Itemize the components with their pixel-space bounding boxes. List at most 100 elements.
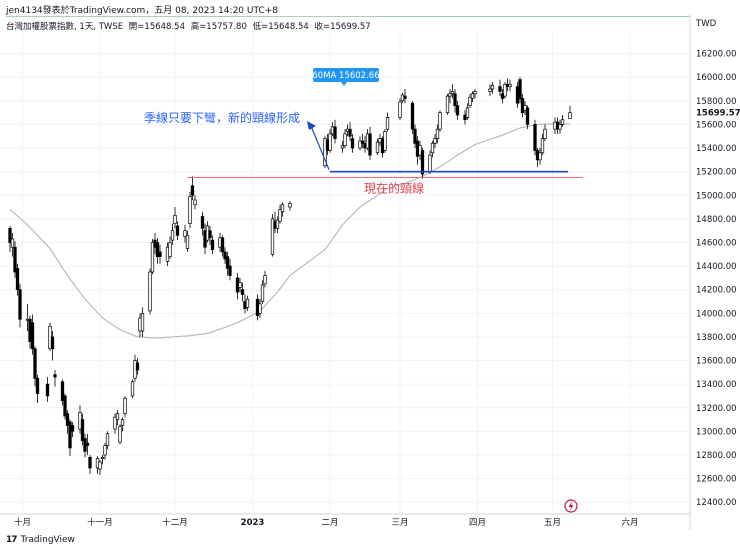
- candle-body: [175, 225, 180, 236]
- ma-badge-label: 60MA 15602.66: [312, 71, 379, 81]
- candle-body: [263, 275, 267, 285]
- footer: 𝟭𝟳 TradingView: [6, 535, 75, 545]
- new-neckline-label: 季線只要下彎，新的頸線形成: [144, 110, 300, 125]
- y-tick-label: 15600.00: [696, 120, 737, 130]
- candle-body: [533, 124, 537, 151]
- candle-body: [428, 154, 432, 173]
- candle-body: [448, 93, 452, 97]
- y-tick-label: 13000.00: [696, 427, 737, 437]
- x-tick-label: 六月: [621, 517, 638, 528]
- candle-body: [33, 348, 37, 379]
- candle-body: [10, 238, 15, 248]
- candle-body: [185, 235, 190, 249]
- candle-body: [450, 91, 455, 95]
- candle-body: [358, 140, 362, 149]
- x-tick-label: 三月: [391, 518, 408, 528]
- candle-body: [70, 425, 75, 432]
- candle-body: [503, 83, 507, 97]
- publish-info: jen4134發表於TradingView.com，五月 08, 2023 14…: [6, 6, 278, 16]
- candle-body: [368, 133, 372, 156]
- y-tick-label: 14200.00: [696, 286, 737, 296]
- candle-body: [398, 101, 402, 118]
- candle-body: [375, 141, 380, 154]
- candle-body: [238, 282, 242, 288]
- candle-body: [518, 79, 522, 99]
- candle-body: [13, 246, 17, 273]
- candle-body: [413, 128, 417, 144]
- candle-body: [100, 456, 105, 459]
- x-tick-label: 二月: [321, 518, 338, 528]
- candle-body: [385, 117, 390, 130]
- candle-body: [490, 85, 495, 90]
- candle-body: [473, 91, 477, 95]
- y-tick-label: 15000.00: [696, 191, 737, 201]
- candle-body: [245, 298, 250, 308]
- tv-logo-icon: 𝟭𝟳: [6, 535, 17, 545]
- candle-body: [158, 251, 162, 258]
- ma60-line: [9, 123, 571, 339]
- candle-body: [288, 203, 292, 208]
- candle-body: [88, 456, 92, 469]
- candle-body: [558, 124, 562, 130]
- candle-body: [155, 242, 160, 258]
- y-axis-unit: TWD: [695, 19, 717, 29]
- x-tick-label: 五月: [544, 518, 561, 528]
- candle-body: [420, 150, 425, 175]
- candle-body: [470, 93, 475, 99]
- y-tick-label: 16200.00: [696, 50, 737, 60]
- candle-body: [45, 383, 50, 397]
- y-tick-label: 13200.00: [696, 404, 737, 414]
- open-value: 開=15648.54: [128, 22, 185, 32]
- candle-body: [270, 218, 275, 255]
- y-tick-label: 14800.00: [696, 215, 737, 225]
- candle-body: [150, 242, 155, 273]
- candle-body: [50, 336, 55, 350]
- y-tick-label: 13400.00: [696, 380, 737, 390]
- candle-body: [455, 105, 460, 116]
- candle-body: [223, 251, 227, 260]
- candle-body: [360, 140, 365, 144]
- candle-body: [30, 322, 35, 350]
- candle-body: [435, 128, 440, 139]
- candle-body: [438, 112, 442, 130]
- y-tick-label: 12400.00: [696, 498, 737, 508]
- candle-body: [340, 145, 345, 149]
- y-tick-label: 14000.00: [696, 309, 737, 319]
- candle-body: [403, 95, 407, 99]
- ma-badge: [313, 68, 379, 82]
- x-tick-label: 十二月: [162, 517, 188, 528]
- candle-body: [543, 128, 547, 139]
- flash-icon: [564, 499, 578, 513]
- y-tick-label: 15800.00: [696, 97, 737, 107]
- candle-body: [140, 312, 145, 332]
- candle-body: [115, 413, 120, 420]
- x-tick-label: 十月: [14, 517, 31, 528]
- candle-body: [453, 93, 457, 106]
- annotation-arrowhead: [307, 121, 316, 130]
- annotation-arrow: [310, 125, 330, 170]
- candle-body: [208, 230, 212, 239]
- candle-body: [348, 128, 352, 137]
- y-tick-label: 12800.00: [696, 451, 737, 461]
- candle-body: [120, 419, 125, 426]
- candle-body: [468, 96, 472, 106]
- last-price-label: 15699.57: [696, 109, 740, 119]
- symbol-legend: 台灣加權股票指數, 1天, TWSE 開=15648.54 高=15757.80…: [6, 20, 374, 32]
- candle-body: [260, 284, 265, 302]
- x-tick-label: 十一月: [87, 517, 113, 528]
- candle-body: [525, 107, 530, 125]
- candle-body: [508, 83, 512, 88]
- candle-body: [18, 289, 22, 320]
- candle-body: [430, 142, 435, 154]
- candle-body: [170, 230, 175, 241]
- header-divider: [6, 16, 690, 17]
- brand-name: TradingView: [20, 535, 75, 545]
- candle-body: [350, 138, 355, 149]
- x-tick-label: 四月: [469, 518, 486, 528]
- candle-body: [183, 230, 187, 237]
- candle-body: [323, 138, 327, 167]
- ma-badge-pointer: [341, 82, 347, 86]
- candle-body: [210, 239, 215, 250]
- candle-body: [328, 133, 332, 151]
